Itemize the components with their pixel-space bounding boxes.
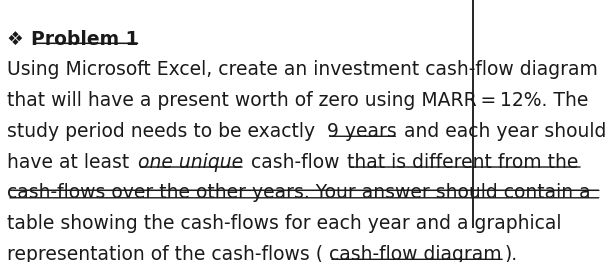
Text: cash-flow diagram: cash-flow diagram: [329, 245, 502, 262]
Text: ).: ).: [505, 245, 518, 262]
Text: ❖: ❖: [7, 30, 30, 49]
Text: table showing the cash-flows for each year and a graphical: table showing the cash-flows for each ye…: [7, 214, 562, 233]
Text: Using Microsoft Excel, create an investment cash-flow diagram: Using Microsoft Excel, create an investm…: [7, 60, 598, 79]
Text: have at least: have at least: [7, 153, 136, 172]
Text: representation of the cash-flows (: representation of the cash-flows (: [7, 245, 323, 262]
Text: one unique: one unique: [138, 153, 243, 172]
Text: and each year should: and each year should: [398, 122, 607, 141]
Text: 9 years: 9 years: [327, 122, 397, 141]
Text: cash-flows over the other years. Your answer should contain a: cash-flows over the other years. Your an…: [7, 183, 591, 203]
Text: that is different from the: that is different from the: [347, 153, 579, 172]
Text: that will have a present worth of zero using MARR = 12%. The: that will have a present worth of zero u…: [7, 91, 589, 110]
Text: Problem 1: Problem 1: [31, 30, 139, 49]
Text: study period needs to be exactly: study period needs to be exactly: [7, 122, 321, 141]
Text: cash-flow: cash-flow: [245, 153, 345, 172]
